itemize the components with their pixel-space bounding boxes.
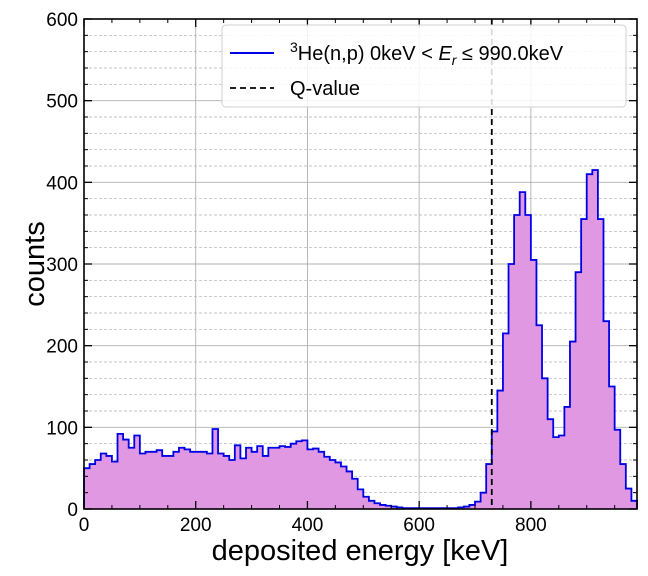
y-tick-label: 200	[46, 337, 78, 358]
legend-entry-qvalue: Q-value	[290, 78, 360, 100]
y-tick-label: 500	[46, 92, 78, 113]
legend-label-main: He(n,p) 0keV	[298, 43, 416, 65]
legend: 3He(n,p) 0keV < Er ≤ 990.0keV Q-value	[221, 24, 627, 108]
y-tick-label: 400	[46, 173, 78, 194]
x-tick-label: 400	[292, 515, 324, 536]
y-tick-label: 600	[46, 10, 78, 31]
legend-math-subscript: r	[452, 52, 458, 68]
histogram-fill	[84, 170, 637, 510]
tick-labels: 0 100 200 300 400 500 600 0 200 400 600 800	[46, 10, 546, 536]
y-tick-label: 300	[46, 255, 78, 276]
plot-frame	[83, 18, 638, 510]
legend-entry-histogram: 3He(n,p) 0keV < Er ≤ 990.0keV	[290, 39, 564, 68]
x-tick-label: 0	[79, 515, 90, 536]
y-tick-label: 0	[67, 500, 78, 521]
x-tick-label: 800	[515, 515, 547, 536]
legend-superscript: 3	[290, 39, 298, 55]
y-axis-title: counts	[19, 221, 51, 306]
histogram-step-line	[83, 169, 638, 510]
x-tick-label: 600	[403, 515, 435, 536]
legend-label-suffix: 990.0keV	[479, 43, 564, 65]
legend-box	[221, 24, 627, 108]
x-tick-label: 200	[180, 515, 212, 536]
legend-math-symbol: E	[438, 43, 452, 65]
x-axis-title: deposited energy [keV]	[212, 535, 509, 567]
y-tick-label: 100	[46, 418, 78, 439]
